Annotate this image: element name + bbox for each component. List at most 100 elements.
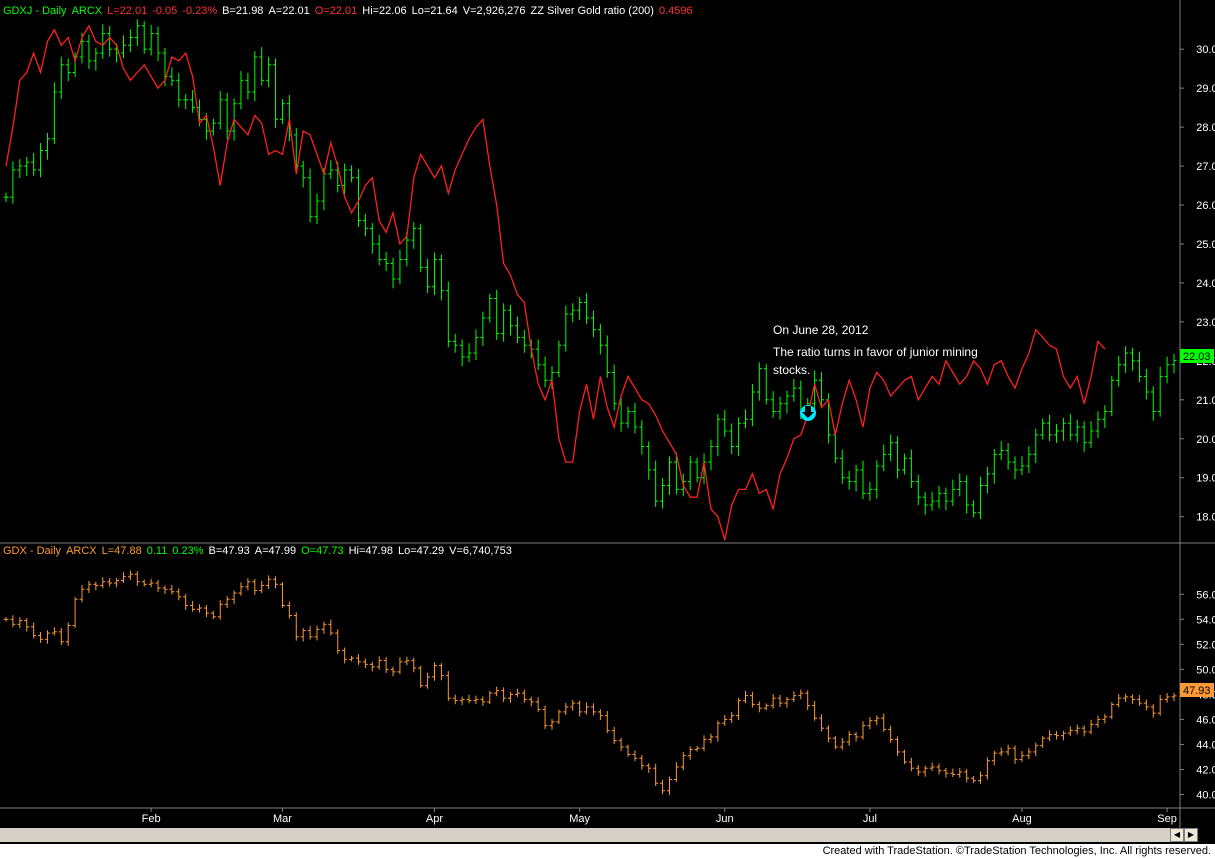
gdx-bar [397, 657, 403, 675]
gdxj-bar [24, 156, 30, 176]
gdxj-bar [971, 500, 977, 518]
header-field: -0.05 [152, 5, 177, 17]
gdxj-bar [998, 441, 1004, 461]
gdxj-bar [708, 439, 714, 471]
gdxj-bar [252, 51, 258, 102]
time-axis-label-jun: Jun [716, 813, 734, 825]
gdx-bar [86, 580, 92, 594]
gdx-bar [632, 750, 638, 762]
gdx-bar [286, 601, 292, 619]
gdxj-price-axis-label: 25.00 [1196, 239, 1215, 251]
scroll-right-button[interactable]: ▶ [1184, 828, 1198, 842]
gdxj-bar [570, 303, 576, 323]
horizontal-scrollbar[interactable] [0, 828, 1197, 842]
gdx-bar [65, 622, 71, 646]
gdx-bar [1095, 715, 1101, 728]
gdx-bar [888, 725, 894, 743]
header-field: 0.4596 [659, 5, 693, 17]
gdx-bar [10, 615, 16, 628]
gdx-bar [743, 690, 749, 704]
header-field: B=21.98 [222, 5, 263, 17]
gdx-bar [176, 588, 182, 601]
time-axis-label-sep: Sep [1157, 813, 1177, 825]
gdxj-price-axis-label: 30.00 [1196, 44, 1215, 56]
scroll-left-button[interactable]: ◀ [1170, 828, 1184, 842]
gdxj-bar [120, 35, 126, 59]
last-price-tag-bottom-label: 47.93 [1183, 685, 1211, 697]
annotation-line-2: The ratio turns in favor of junior minin… [773, 345, 978, 359]
gdx-bar [438, 663, 444, 681]
gdx-bar [680, 751, 686, 771]
gdx-bar [231, 590, 237, 604]
gdxj-bar [210, 118, 216, 136]
gdxj-bar [839, 449, 845, 485]
gdx-bar [563, 702, 569, 715]
gdx-bar [355, 653, 361, 665]
gdxj-bar [376, 234, 382, 266]
gdx-price-axis-label: 54.00 [1196, 614, 1215, 626]
gdx-bar [238, 582, 244, 596]
gdxj-bar [722, 410, 728, 437]
gdx-bar [922, 765, 928, 777]
gdx-bar [1033, 742, 1039, 757]
gdx-bar [1047, 730, 1053, 742]
gdxj-bar [58, 56, 64, 99]
gdxj-bar [1095, 411, 1101, 438]
gdx-bar [521, 689, 527, 703]
gdx-bar [1005, 744, 1011, 756]
header-field: O=22.01 [315, 5, 358, 17]
gdxj-bar [964, 475, 970, 514]
gdx-bar [141, 579, 147, 587]
gdx-bar [542, 705, 548, 729]
gdxj-bar [445, 281, 451, 348]
gdx-bar [950, 768, 956, 777]
gdx-price-axis-label: 42.00 [1196, 764, 1215, 776]
gdx-bar [618, 737, 624, 752]
gdxj-bar [729, 423, 735, 455]
gdxj-bar [466, 343, 472, 363]
header-field: Hi=47.98 [349, 545, 393, 557]
gdxj-header: GDXJ - Daily ARCX L=22.01 -0.05 -0.23% B=21.9… [3, 5, 693, 17]
gdx-bar [853, 731, 859, 742]
gdx-bar [874, 715, 880, 726]
gdx-bar [404, 656, 410, 666]
gdxj-bar [1123, 346, 1129, 373]
gdx-bar [508, 691, 514, 703]
gdxj-bar [44, 133, 50, 160]
gdxj-bar [355, 169, 361, 227]
gdx-bar [819, 714, 825, 732]
gdxj-price-axis-label: 28.00 [1196, 122, 1215, 134]
annotation: On June 28, 2012 The ratio turns in favo… [773, 323, 978, 377]
header-field: 0.11 [147, 545, 168, 557]
gdxj-bar [86, 34, 92, 69]
down-arrow-icon [800, 405, 816, 421]
gdxj-bar [957, 473, 963, 497]
gdx-bar [431, 662, 437, 681]
gdx-bar [480, 696, 486, 707]
gdxj-bar [1081, 421, 1087, 452]
gdxj-bar [217, 91, 223, 130]
gdx-bar [729, 712, 735, 723]
gdxj-bar [1164, 356, 1170, 384]
gdx-bar [756, 701, 762, 713]
gdxj-bar [535, 339, 541, 370]
gdx-bar [3, 617, 9, 622]
gdxj-bar [1143, 368, 1149, 400]
gdx-bar [590, 703, 596, 716]
gdx-bar [445, 671, 451, 701]
gdxj-bar [127, 29, 133, 53]
gdx-bar [259, 580, 265, 593]
gdxj-bar [860, 460, 866, 500]
gdxj-bar [459, 339, 465, 367]
gdx-bar [1171, 692, 1177, 701]
gdx-bar [514, 688, 520, 698]
gdxj-bar [17, 159, 23, 179]
gdxj-bar [908, 449, 914, 488]
gdxj-bar [1150, 386, 1156, 421]
gdxj-bar [812, 370, 818, 409]
gdxj-bar [694, 457, 700, 483]
gdx-bar [708, 733, 714, 744]
gdxj-bar [245, 72, 251, 100]
gdxj-bar [369, 223, 375, 254]
gdx-bar [1102, 713, 1108, 724]
